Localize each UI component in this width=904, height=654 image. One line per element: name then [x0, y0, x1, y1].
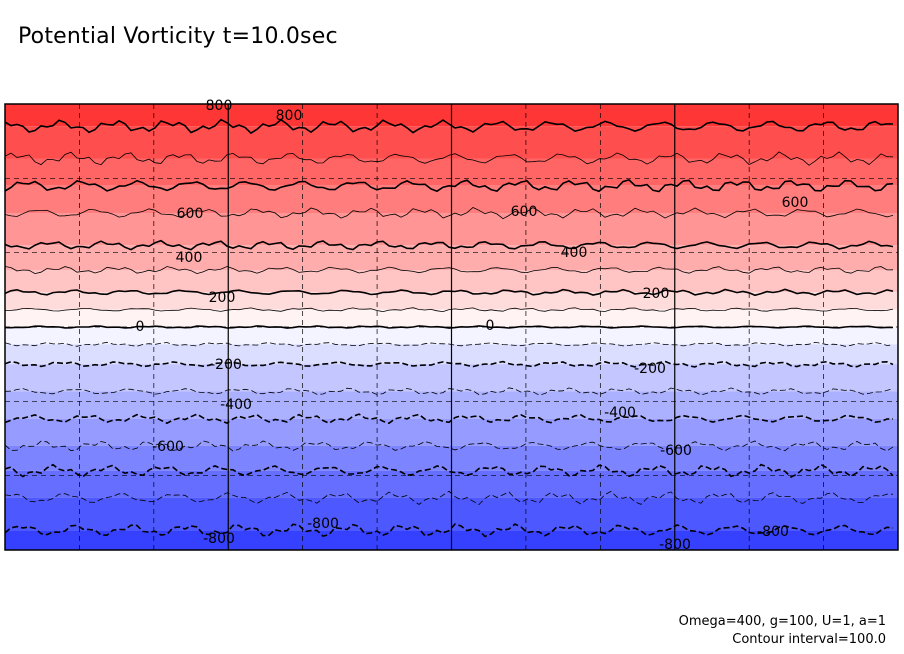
contour-label: -400	[604, 405, 636, 421]
contour-label: 200	[643, 286, 670, 302]
contour-label: 0	[486, 318, 495, 334]
contour-label: 200	[209, 290, 236, 306]
contour-line	[4, 239, 894, 251]
contour-line	[4, 387, 894, 396]
contour-line	[4, 413, 894, 425]
contour-line	[4, 179, 894, 193]
contour-interval-note: Contour interval=100.0	[732, 632, 886, 647]
contour-label: -800	[307, 516, 339, 532]
contour-label: -800	[659, 537, 691, 553]
contour-label: -800	[203, 531, 235, 547]
contour-line	[4, 118, 894, 135]
contour-label: -600	[152, 439, 184, 455]
chart-title: Potential Vorticity t=10.0sec	[18, 24, 338, 49]
contour-line	[4, 360, 894, 368]
contour-line	[4, 341, 894, 347]
parameters-note: Omega=400, g=100, U=1, a=1	[678, 614, 886, 629]
contour-label: 600	[782, 195, 809, 211]
contour-label: -800	[757, 524, 789, 540]
contour-line	[4, 463, 894, 478]
contour-label: 0	[136, 319, 145, 335]
contour-label: 800	[276, 108, 303, 124]
contour-line	[4, 325, 894, 329]
contour-line	[4, 288, 894, 297]
contour-line	[4, 151, 894, 166]
contour-line	[5, 307, 894, 313]
contour-label: 400	[176, 250, 203, 266]
contour-line	[4, 207, 894, 220]
contour-line	[4, 440, 894, 452]
contour-label: 400	[561, 245, 588, 261]
plot-frame	[4, 103, 899, 551]
contour-label: 600	[511, 204, 538, 220]
contour-label: 600	[177, 206, 204, 222]
contour-line	[4, 266, 894, 275]
contour-line	[4, 523, 894, 538]
contour-label: -200	[210, 357, 242, 373]
contour-labels: 800 800 600 600 600 400 400 200 200 0 0 -200 -200 -40…	[136, 98, 809, 553]
contour-lines	[4, 118, 894, 538]
contour-label: 800	[206, 98, 233, 114]
contour-line	[4, 490, 894, 505]
contour-label: -200	[634, 361, 666, 377]
contour-label: -400	[220, 397, 252, 413]
contour-label: -600	[660, 443, 692, 459]
